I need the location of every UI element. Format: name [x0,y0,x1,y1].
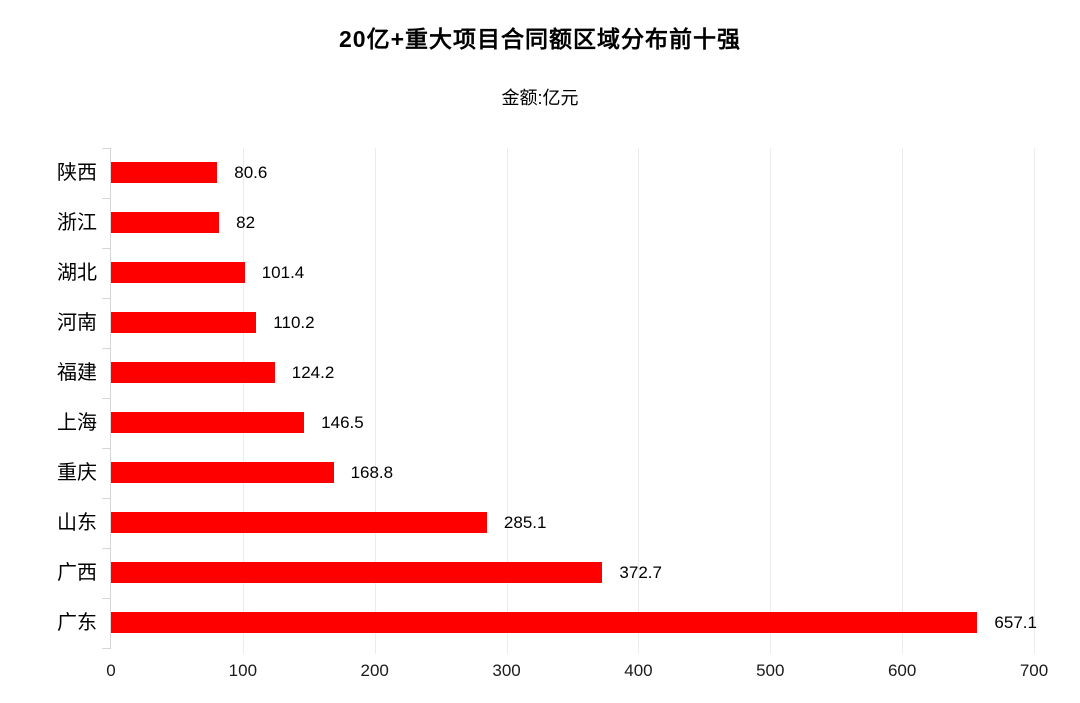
category-label: 河南 [57,312,97,334]
gridline [506,148,508,654]
bar [111,612,978,633]
bar [111,512,487,533]
y-axis-tick [102,198,111,199]
y-axis-tick [102,148,111,149]
x-axis-tick-label: 0 [106,661,116,680]
bar-row: 河南 110.2 [57,298,1033,348]
value-label: 168.8 [350,463,394,482]
gridline [770,148,772,654]
gridline [902,148,904,654]
y-axis-tick [102,298,111,299]
bar-row: 山东 285.1 [57,498,1033,548]
category-label: 福建 [57,362,97,384]
y-axis-tick [102,648,111,649]
gridline [638,148,640,654]
y-axis-tick [102,448,111,449]
bar-row: 上海 146.5 [57,398,1033,448]
gridline [1034,148,1035,654]
value-label: 657.1 [994,613,1037,632]
bar-row: 广东 657.1 [57,598,1037,648]
bar [111,162,218,183]
category-label: 山东 [57,512,97,534]
value-label: 101.4 [261,263,305,282]
bar-row: 浙江 82 [57,198,1033,248]
category-label: 浙江 [57,212,97,234]
category-label: 湖北 [57,262,97,284]
category-label: 上海 [57,412,97,434]
bar [111,312,257,333]
value-label: 110.2 [273,313,315,332]
bar [111,412,305,433]
category-label: 广西 [57,562,97,584]
y-axis-tick [102,548,111,549]
bar-row: 重庆 168.8 [57,448,1033,498]
y-axis-tick [102,498,111,499]
x-axis-tick-label: 500 [756,661,785,680]
gridline [242,148,244,654]
x-axis-tick-label: 600 [887,661,917,680]
chart-subtitle: 金额:亿元 [501,88,579,108]
x-axis-tick-label: 400 [624,661,653,680]
value-label: 124.2 [291,363,335,382]
value-label: 80.6 [234,163,268,182]
bar-row: 广西 372.7 [57,548,1033,598]
bar [111,262,245,283]
y-axis-tick [102,598,111,599]
value-label: 82 [236,213,256,232]
bar-row: 湖北 101.4 [57,248,1033,298]
x-axis-tick-label: 300 [492,661,521,680]
x-axis-tick-label: 100 [228,661,258,680]
bar-row: 陕西 80.6 [57,148,1033,198]
category-label: 广东 [57,612,97,634]
bar [111,562,603,583]
bar [111,362,275,383]
chart-title: 20亿+重大项目合同额区域分布前十强 [338,26,741,52]
y-axis-tick [102,398,111,399]
value-label: 146.5 [321,413,364,432]
bar [111,212,220,233]
y-axis-tick [102,248,111,249]
category-label: 重庆 [57,462,97,484]
category-label: 陕西 [57,162,97,184]
value-label: 372.7 [619,563,662,582]
gridline [374,148,376,654]
x-axis-tick-label: 200 [360,661,389,680]
bar-row: 福建 124.2 [57,348,1033,398]
x-axis-tick-label: 700 [1019,661,1049,680]
y-axis-tick [102,348,111,349]
plot-area: 0 100 200 300 400 500 600 700 陕西 80.6 浙江 82 湖北 101.4 河… [57,148,1048,680]
bar [111,462,334,483]
value-label: 285.1 [503,513,547,532]
